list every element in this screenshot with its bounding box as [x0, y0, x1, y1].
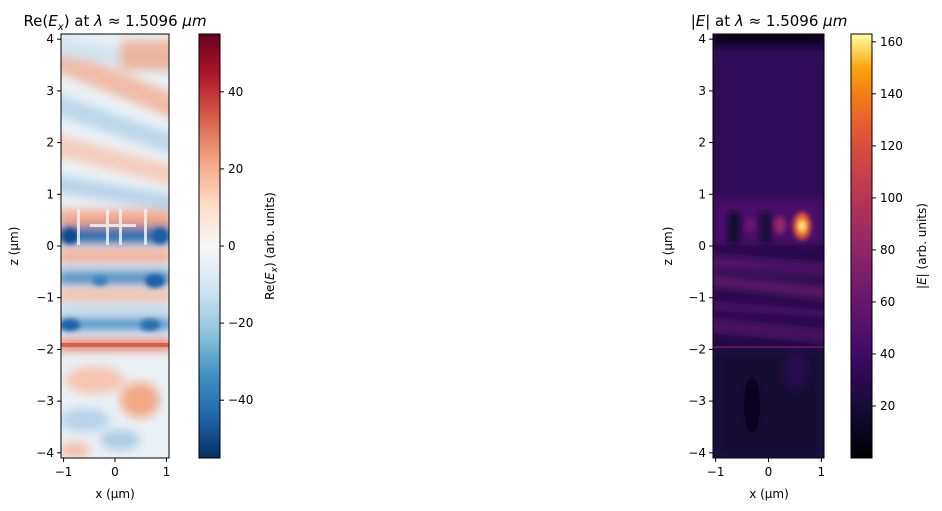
colorbar-tick-label: 20	[880, 399, 895, 413]
x-tick-label: −1	[55, 465, 73, 479]
colorbar-label-right: |E| (arb. units)	[915, 203, 929, 289]
colorbar-ticks-left: 40 20 0 −20 −40	[220, 85, 253, 407]
y-tick-label: 3	[46, 84, 54, 98]
colorbar-tick-label: −40	[228, 393, 253, 407]
y-tick-label: −1	[688, 291, 706, 305]
colorbar-left	[198, 33, 221, 459]
colorbar-tick-label: 120	[880, 139, 903, 153]
y-tick-label: 3	[698, 84, 706, 98]
y-tick-label: −1	[36, 291, 54, 305]
colorbar-tick-label: −20	[228, 316, 253, 330]
x-tick-label: −1	[707, 465, 725, 479]
y-tick-label: 0	[698, 239, 706, 253]
y-axis-left: 4 3 2 1 0 −1 −2 −3 −4	[36, 32, 61, 460]
colorbar-tick-label: 0	[228, 239, 236, 253]
y-tick-label: −3	[36, 394, 54, 408]
chart-title-right: |E| at λ ≈ 1.5096 µm	[691, 12, 848, 30]
colorbar-tick-label: 40	[228, 85, 243, 99]
panel-abs-e: |E| at λ ≈ 1.5096 µm	[661, 12, 929, 501]
colorbar-tick-label: 160	[880, 35, 903, 49]
field-image-re-ex	[61, 34, 169, 458]
y-tick-label: 4	[698, 32, 706, 46]
colorbar-tick-label: 100	[880, 191, 903, 205]
y-axis-label-right: z (µm)	[661, 227, 675, 266]
x-tick-label: 1	[163, 465, 171, 479]
y-axis-label-left: z (µm)	[7, 227, 21, 266]
colorbar-ticks-right: 160 140 120 100 80 60 40 20	[872, 35, 903, 413]
x-tick-label: 1	[818, 465, 826, 479]
x-axis-left: −1 0 1	[55, 458, 171, 479]
y-tick-label: 0	[46, 239, 54, 253]
panel-re-ex: Re(Ex) at λ ≈ 1.5096 µm	[7, 12, 280, 501]
x-axis-label-left: x (µm)	[95, 487, 135, 501]
y-tick-label: −4	[688, 446, 706, 460]
y-tick-label: 1	[698, 187, 706, 201]
y-tick-label: −2	[688, 342, 706, 356]
y-tick-label: −4	[36, 446, 54, 460]
colorbar-tick-label: 60	[880, 295, 895, 309]
y-tick-label: 1	[46, 187, 54, 201]
colorbar-tick-label: 40	[880, 347, 895, 361]
colorbar-tick-label: 80	[880, 243, 895, 257]
y-tick-label: −3	[688, 394, 706, 408]
x-axis-label-right: x (µm)	[749, 487, 789, 501]
chart-title-left: Re(Ex) at λ ≈ 1.5096 µm	[23, 12, 206, 33]
colorbar-right	[850, 33, 873, 459]
y-tick-label: 4	[46, 32, 54, 46]
y-tick-label: 2	[46, 136, 54, 150]
x-tick-label: 0	[111, 465, 119, 479]
field-image-abs-e	[713, 34, 824, 458]
x-tick-label: 0	[765, 465, 773, 479]
y-tick-label: −2	[36, 342, 54, 356]
y-tick-label: 2	[698, 136, 706, 150]
colorbar-label-left: Re(Ex) (arb. units)	[263, 192, 280, 300]
x-axis-right: −1 0 1	[707, 458, 825, 479]
colorbar-tick-label: 20	[228, 162, 243, 176]
y-axis-right: 4 3 2 1 0 −1 −2 −3 −4	[688, 32, 713, 460]
colorbar-tick-label: 140	[880, 87, 903, 101]
